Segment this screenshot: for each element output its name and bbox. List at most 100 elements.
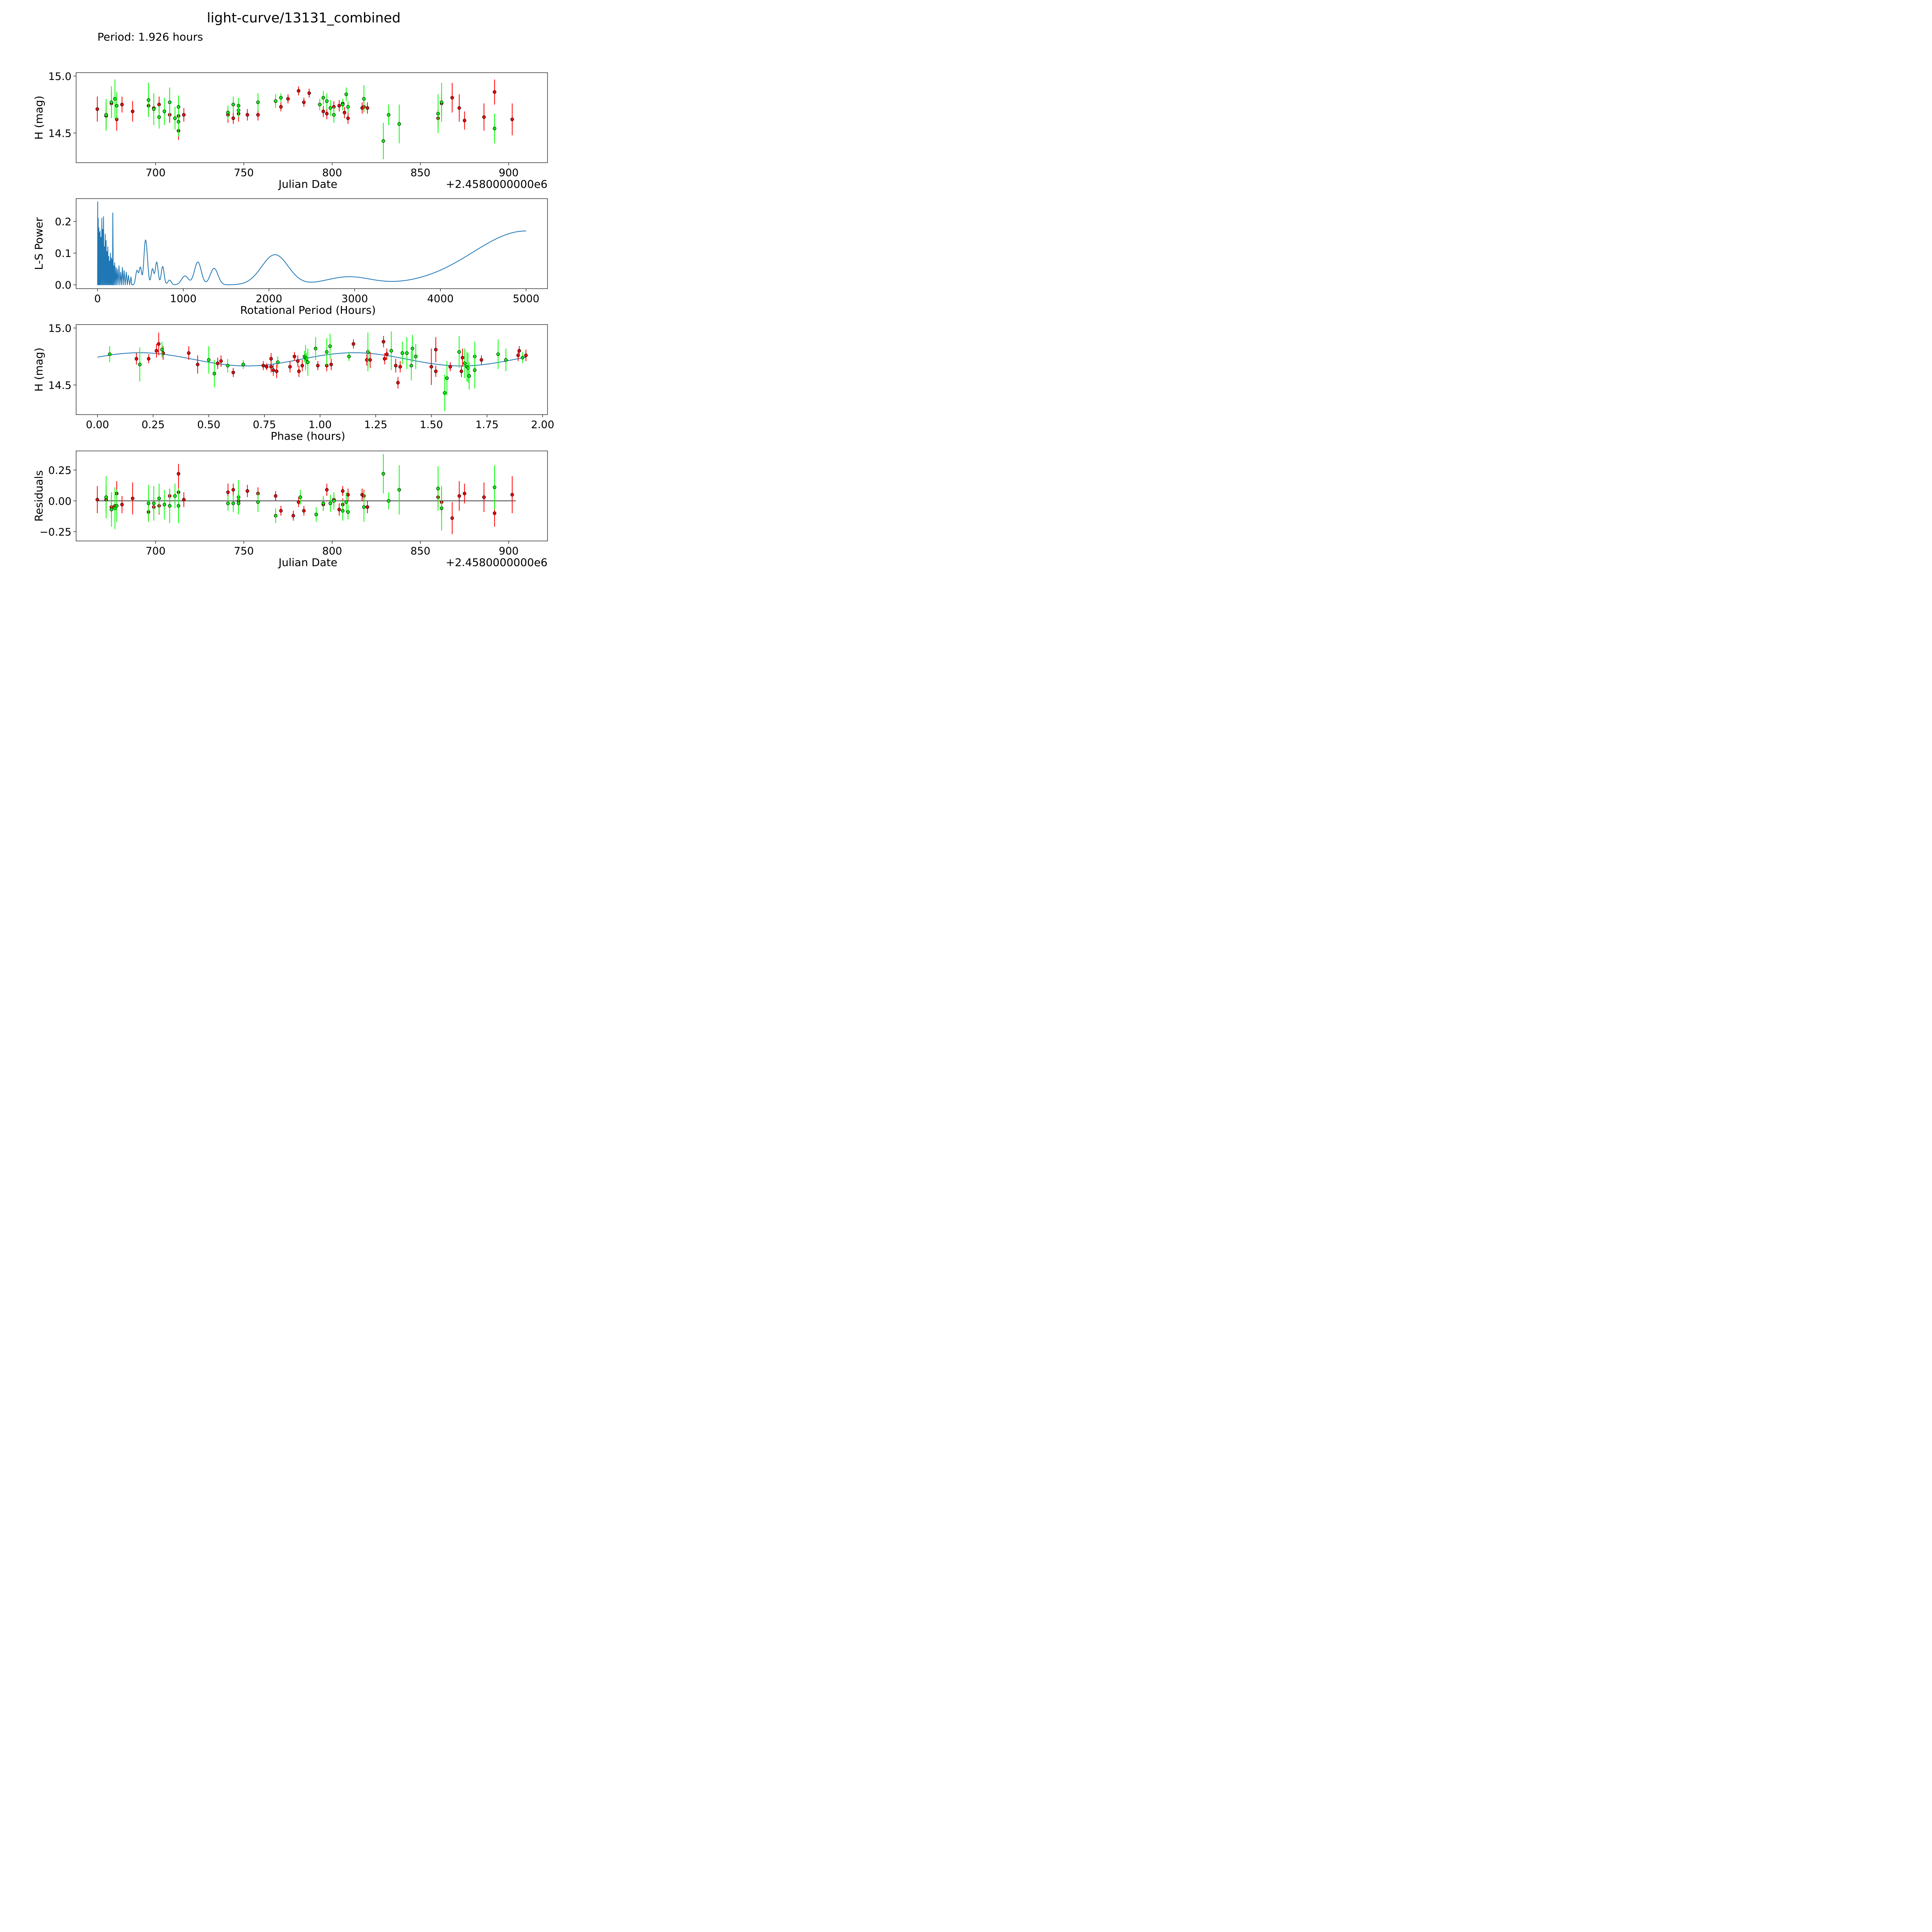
data-point [344,500,348,504]
data-point [276,360,280,364]
data-point [381,472,385,476]
series-red [134,332,528,389]
data-point [173,494,177,498]
x-axis-label: Phase (hours) [270,430,345,442]
data-point [155,349,158,353]
data-point [463,361,467,365]
data-point [213,372,216,376]
plot-frame [76,72,548,163]
data-point [177,120,180,124]
data-point [109,508,113,512]
data-point [394,364,398,367]
data-point [346,116,350,120]
x-axis-label: Rotational Period (Hours) [240,304,376,316]
data-point [347,355,351,359]
y-tick-label: 15.0 [48,323,71,335]
data-point [302,100,306,104]
data-point [256,113,260,117]
data-point [457,350,461,354]
y-tick-label: 0.1 [55,248,71,260]
data-point [341,489,345,493]
x-tick-label: 800 [322,167,342,179]
data-point [219,359,223,363]
data-point [297,89,301,93]
figure: light-curve/13131_combined Period: 1.926… [0,0,605,605]
data-point [362,505,366,509]
x-tick-label: 1.75 [475,419,498,431]
x-tick-label: 1.50 [420,419,443,431]
data-point [510,493,514,497]
data-point [337,508,341,512]
plot-frame [76,198,548,289]
x-tick-label: 0.50 [197,419,220,431]
x-tick-label: 2000 [256,293,282,305]
data-point [463,119,466,122]
x-tick-label: 0.00 [86,419,109,431]
plot-frame [76,324,548,415]
x-tick-label: 900 [499,167,519,179]
x-offset-label: +2.4580000000e6 [446,556,548,569]
x-tick-label: 900 [499,545,519,557]
data-point [231,116,235,120]
data-point [231,103,235,107]
y-tick-label: 14.5 [48,379,71,391]
phase-folded-panel: 0.00 0.25 0.50 0.75 1.00 1.25 1.50 1.75 2.00 15.0… [32,323,554,442]
data-point [517,349,521,353]
data-point [152,107,156,111]
data-point [288,365,292,369]
data-point [104,113,108,117]
data-point [146,98,150,102]
periodogram-line [97,201,526,286]
data-point [157,342,161,346]
periodogram-panel: 0 1000 2000 3000 4000 5000 0.0 0.1 0.2 Rotational… [32,198,548,316]
data-point [242,362,245,366]
data-point [157,103,161,107]
data-point [352,342,355,346]
data-point [448,365,452,369]
y-tick-label: 0.00 [48,495,71,507]
data-point [400,351,404,355]
julian-date-magnitude-panel: 700 750 800 850 900 15.0 14.5 Julian Date H (mag… [32,71,548,190]
data-point [274,514,277,518]
data-point [332,499,336,503]
data-point [187,351,191,355]
data-point [493,126,497,131]
data-point [434,348,438,352]
x-tick-label: 3000 [342,293,368,305]
y-tick-label: 14.5 [48,128,71,139]
data-point [383,357,386,361]
data-point [414,355,418,359]
data-point [436,112,440,116]
data-point [459,369,463,373]
residuals-panel: 700 750 800 850 900 0.25 0.00 −0.25 Julian Date R… [32,451,548,569]
data-point [493,485,497,489]
data-point [279,96,283,100]
x-tick-label: 0.75 [253,419,276,431]
data-point [328,106,332,110]
data-point [261,364,265,367]
data-point [493,90,497,94]
data-point [131,109,134,113]
data-point [95,498,99,502]
data-point [297,369,301,373]
data-point [168,100,172,104]
data-point [216,361,219,365]
x-tick-label: 1.00 [308,419,332,431]
data-point [207,358,211,362]
y-axis-label: H (mag) [32,95,45,139]
data-point [152,502,156,505]
y-axis-label: Residuals [32,470,45,522]
data-point [226,502,230,505]
data-point [461,355,464,360]
data-point [245,113,249,117]
series-green [108,331,525,412]
data-point [226,490,230,494]
data-point [429,365,433,369]
data-point [346,105,350,109]
x-tick-label: 4000 [427,293,454,305]
x-tick-label: 2.00 [531,419,554,431]
data-point [120,503,124,507]
data-point [131,497,134,500]
data-point [279,509,283,513]
data-point [328,502,332,505]
